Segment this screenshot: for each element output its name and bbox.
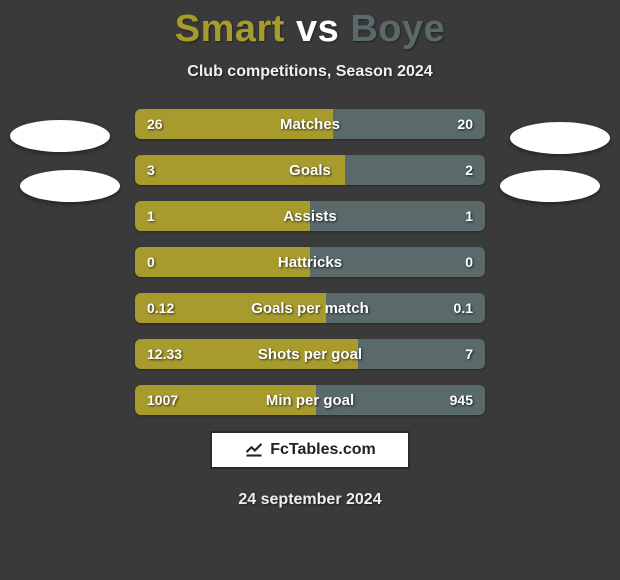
brand-badge: FcTables.com: [210, 431, 410, 469]
vs-label: vs: [296, 8, 339, 50]
comparison-title: Smart vs Boye: [0, 0, 620, 51]
stat-row: 26Matches20: [135, 109, 485, 139]
stat-left-value: 26: [147, 116, 163, 132]
stat-label: Goals per match: [135, 300, 485, 317]
stat-label: Assists: [135, 208, 485, 225]
stat-right-value: 0: [465, 254, 473, 270]
brand-text: FcTables.com: [270, 441, 376, 459]
subtitle: Club competitions, Season 2024: [0, 63, 620, 81]
stat-row: 0.12Goals per match0.1: [135, 293, 485, 323]
player-badge-ellipse: [510, 122, 610, 154]
stat-row: 0Hattricks0: [135, 247, 485, 277]
stat-row: 1007Min per goal945: [135, 385, 485, 415]
stat-row: 12.33Shots per goal7: [135, 339, 485, 369]
stat-label: Hattricks: [135, 254, 485, 271]
stat-right-value: 20: [457, 116, 473, 132]
stat-label: Goals: [135, 162, 485, 179]
stat-right-value: 945: [450, 392, 473, 408]
player2-name: Boye: [350, 8, 445, 50]
stat-row: 3Goals2: [135, 155, 485, 185]
stat-right-value: 2: [465, 162, 473, 178]
player-badge-ellipse: [10, 120, 110, 152]
stat-right-value: 7: [465, 346, 473, 362]
player1-name: Smart: [175, 8, 285, 50]
player-badge-ellipse: [500, 170, 600, 202]
stat-left-value: 0.12: [147, 300, 174, 316]
stat-right-value: 1: [465, 208, 473, 224]
stat-row: 1Assists1: [135, 201, 485, 231]
player-badge-ellipse: [20, 170, 120, 202]
comparison-table: 26Matches203Goals21Assists10Hattricks00.…: [135, 109, 485, 415]
stat-label: Shots per goal: [135, 346, 485, 363]
date-label: 24 september 2024: [0, 491, 620, 509]
stat-left-value: 1007: [147, 392, 178, 408]
stat-label: Min per goal: [135, 392, 485, 409]
stat-left-value: 3: [147, 162, 155, 178]
stat-right-value: 0.1: [454, 300, 473, 316]
stat-left-value: 0: [147, 254, 155, 270]
stat-left-value: 12.33: [147, 346, 182, 362]
stat-label: Matches: [135, 116, 485, 133]
chart-icon: [244, 438, 264, 463]
stat-left-value: 1: [147, 208, 155, 224]
